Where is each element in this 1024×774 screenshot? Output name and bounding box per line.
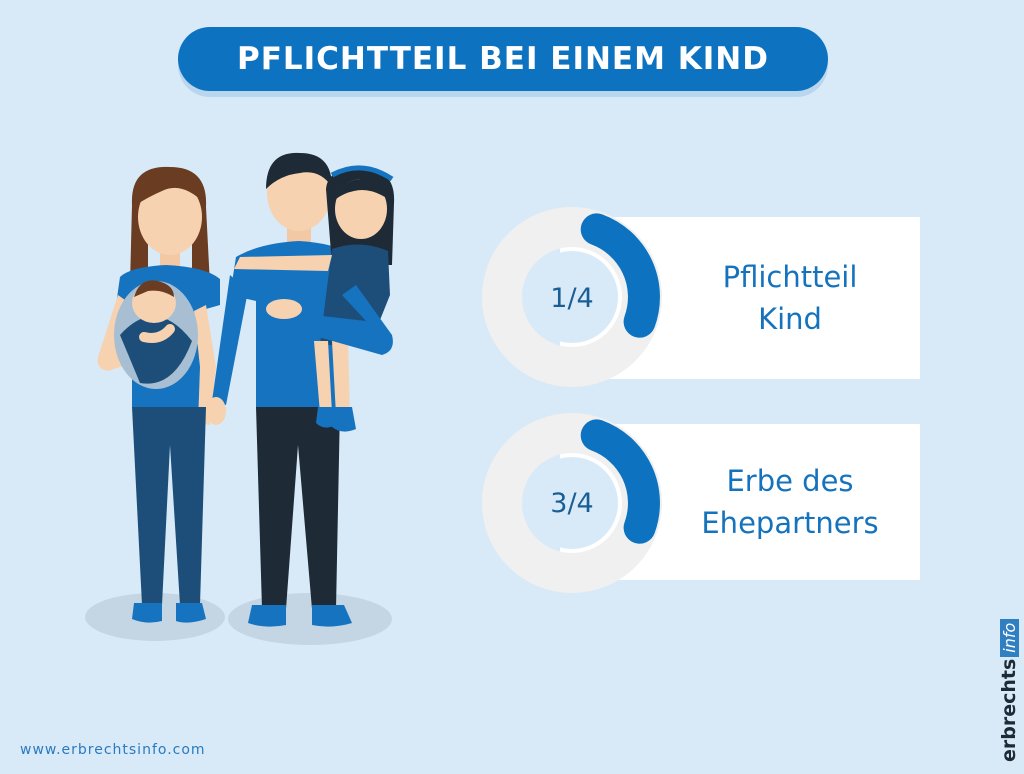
fraction-spouse: 3/4 [550, 488, 594, 519]
brand-logo-text: erbrechts [998, 658, 1020, 762]
page-title: PFLICHTTEIL BEI EINEM KIND [237, 41, 769, 77]
footer-url: www.erbrechtsinfo.com [20, 742, 206, 758]
share-label-line2: Ehepartners [701, 506, 879, 540]
family-illustration [85, 152, 395, 645]
share-ring-child [482, 207, 662, 387]
share-label-line1: Erbe des [726, 464, 854, 498]
share-arc-spouse [580, 419, 660, 544]
fraction-child: 1/4 [550, 283, 594, 314]
share-arc-child [580, 213, 660, 338]
share-label-spouse: Erbe des Ehepartners [660, 424, 920, 580]
share-label-line1: Pflichtteil [722, 260, 858, 294]
mother-figure [97, 166, 220, 623]
share-ring-spouse [482, 413, 662, 593]
girl-figure [234, 165, 395, 432]
title-banner: PFLICHTTEIL BEI EINEM KIND [178, 27, 828, 91]
brand-logo-tag: info [999, 618, 1019, 657]
share-label-child: Pflichtteil Kind [660, 217, 920, 379]
brand-logo: erbrechts info [994, 612, 1020, 762]
share-label-line2: Kind [758, 302, 822, 336]
